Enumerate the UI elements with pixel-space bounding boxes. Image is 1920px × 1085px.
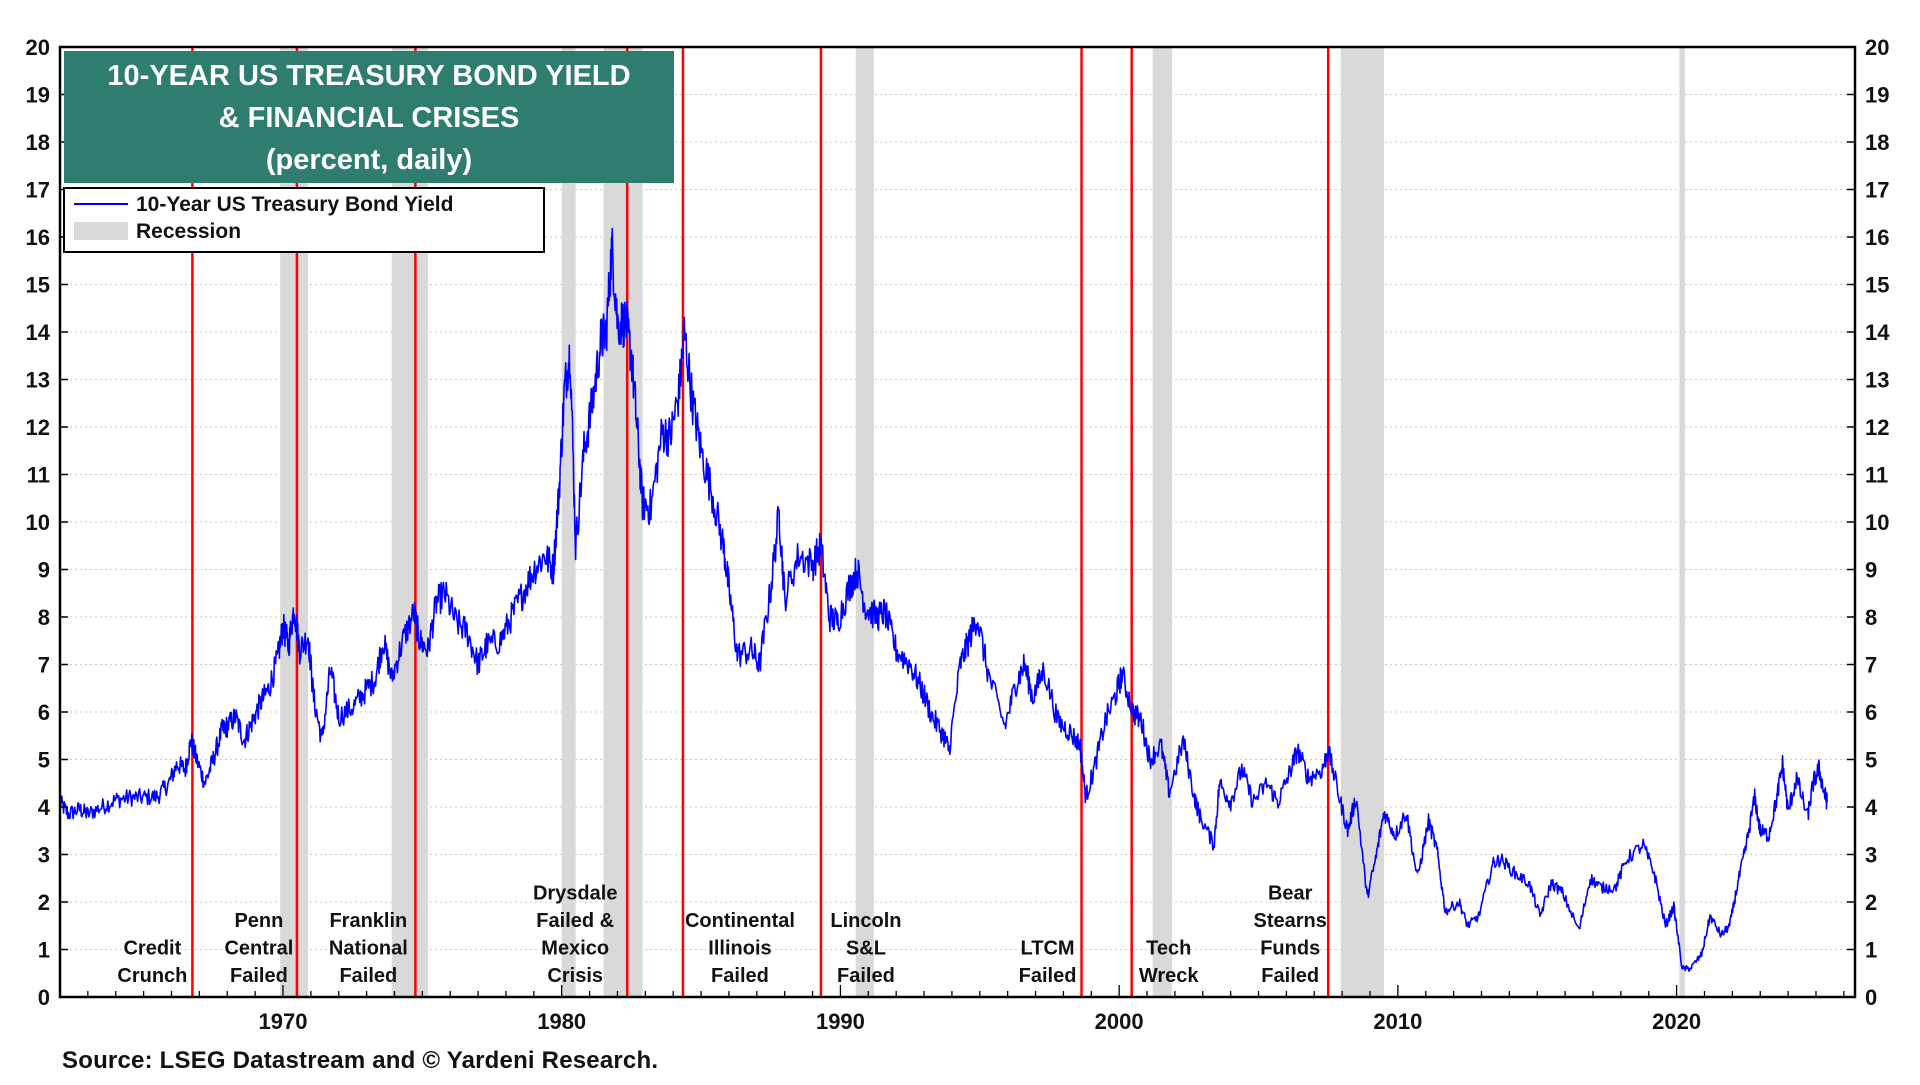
recession-band <box>561 47 576 997</box>
crisis-label-line: Stearns <box>1254 910 1327 932</box>
chart-title-line: 10-YEAR US TREASURY BOND YIELD <box>107 60 630 92</box>
crisis-label-line: Lincoln <box>830 910 901 932</box>
y-tick-label-left: 0 <box>38 985 50 1010</box>
crisis-label-line: Credit <box>123 938 181 960</box>
crisis-label-line: LTCM <box>1021 938 1075 960</box>
y-tick-label-left: 9 <box>38 558 50 583</box>
y-tick-label-left: 14 <box>26 320 51 345</box>
series-layer <box>59 227 1828 972</box>
crisis-label-line: Penn <box>234 910 283 932</box>
recession-bands <box>280 47 1685 997</box>
y-tick-label-right: 15 <box>1865 273 1889 298</box>
y-tick-label-left: 10 <box>26 510 50 535</box>
y-tick-label-right: 2 <box>1865 890 1877 915</box>
recession-band <box>1152 47 1173 997</box>
y-tick-label-right: 11 <box>1865 463 1888 488</box>
grid-layer <box>60 94 1855 950</box>
crisis-label-line: Bear <box>1268 883 1313 905</box>
y-tick-label-right: 18 <box>1865 130 1889 155</box>
legend-box <box>63 187 545 253</box>
y-tick-label-left: 18 <box>26 130 50 155</box>
crisis-label-line: Failed <box>837 965 895 987</box>
y-tick-label-right: 5 <box>1865 748 1877 773</box>
y-tick-label-right: 6 <box>1865 700 1877 725</box>
crisis-label-line: Failed <box>711 965 769 987</box>
crisis-label-line: Illinois <box>708 938 771 960</box>
y-tick-label-right: 20 <box>1865 35 1889 60</box>
yield-series-line <box>59 227 1828 972</box>
crisis-label-line: Failed <box>1019 965 1077 987</box>
y-tick-label-right: 0 <box>1865 985 1877 1010</box>
y-tick-label-left: 2 <box>38 890 50 915</box>
crisis-label-line: Continental <box>685 910 795 932</box>
y-tick-label-left: 19 <box>26 83 50 108</box>
y-tick-label-right: 16 <box>1865 225 1889 250</box>
recession-band <box>855 47 874 997</box>
crisis-label-line: S&L <box>846 938 886 960</box>
y-tick-label-right: 17 <box>1865 178 1889 203</box>
y-tick-label-left: 1 <box>38 938 50 963</box>
x-tick-label: 1990 <box>816 1009 865 1034</box>
y-tick-label-right: 14 <box>1865 320 1890 345</box>
x-tick-label: 2000 <box>1095 1009 1144 1034</box>
y-tick-label-right: 13 <box>1865 368 1889 393</box>
crisis-label-line: Failed <box>230 965 288 987</box>
chart-title-line: & FINANCIAL CRISES <box>219 102 520 134</box>
y-tick-label-left: 4 <box>38 795 51 820</box>
y-tick-label-right: 4 <box>1865 795 1878 820</box>
y-tick-label-right: 8 <box>1865 605 1877 630</box>
y-tick-label-right: 3 <box>1865 843 1877 868</box>
x-tick-label: 1970 <box>259 1009 308 1034</box>
y-tick-label-right: 7 <box>1865 653 1877 678</box>
crisis-label-line: Wreck <box>1139 965 1200 987</box>
crisis-label-line: Failed & <box>536 910 614 932</box>
x-tick-label: 1980 <box>537 1009 586 1034</box>
y-tick-label-right: 19 <box>1865 83 1889 108</box>
x-tick-label: 2010 <box>1373 1009 1422 1034</box>
legend-label: Recession <box>136 220 241 243</box>
y-tick-label-left: 5 <box>38 748 50 773</box>
x-tick-label: 2020 <box>1652 1009 1701 1034</box>
y-tick-label-left: 13 <box>26 368 50 393</box>
y-tick-label-left: 8 <box>38 605 50 630</box>
y-tick-label-right: 9 <box>1865 558 1877 583</box>
crisis-label-line: Mexico <box>541 938 609 960</box>
title-box: 10-YEAR US TREASURY BOND YIELD & FINANCIA… <box>64 51 674 183</box>
y-tick-label-right: 1 <box>1865 938 1877 963</box>
crisis-label-line: Failed <box>339 965 397 987</box>
chart-title-line: (percent, daily) <box>266 144 472 176</box>
crisis-label-line: Tech <box>1146 938 1191 960</box>
legend-label: 10-Year US Treasury Bond Yield <box>136 193 453 216</box>
legend-band-swatch <box>74 222 128 240</box>
y-tick-label-left: 11 <box>27 463 50 488</box>
legend: 10-Year US Treasury Bond Yield Recession <box>63 187 545 253</box>
y-tick-label-left: 17 <box>26 178 50 203</box>
source-note: Source: LSEG Datastream and © Yardeni Re… <box>62 1047 659 1074</box>
crisis-label-line: Failed <box>1261 965 1319 987</box>
recession-band <box>603 47 643 997</box>
y-tick-label-left: 12 <box>26 415 50 440</box>
y-tick-label-right: 10 <box>1865 510 1889 535</box>
y-tick-label-left: 6 <box>38 700 50 725</box>
y-tick-label-left: 15 <box>26 273 50 298</box>
crisis-labels: Credit Crunch Penn Central Failed Franklin Nat… <box>117 883 1326 988</box>
y-tick-label-left: 16 <box>26 225 50 250</box>
y-tick-label-left: 3 <box>38 843 50 868</box>
crisis-label-line: Central <box>224 938 293 960</box>
crisis-label-line: Crisis <box>547 965 603 987</box>
crisis-label-line: National <box>329 938 408 960</box>
recession-band <box>1340 47 1384 997</box>
y-tick-label-right: 12 <box>1865 415 1889 440</box>
crisis-label-line: Crunch <box>117 965 187 987</box>
recession-band <box>1679 47 1685 997</box>
crisis-label-line: Funds <box>1260 938 1320 960</box>
crisis-label-line: Drysdale <box>533 883 618 905</box>
y-tick-label-left: 7 <box>38 653 50 678</box>
title-background <box>64 51 674 183</box>
crisis-label-line: Franklin <box>329 910 407 932</box>
y-tick-label-left: 20 <box>26 35 50 60</box>
